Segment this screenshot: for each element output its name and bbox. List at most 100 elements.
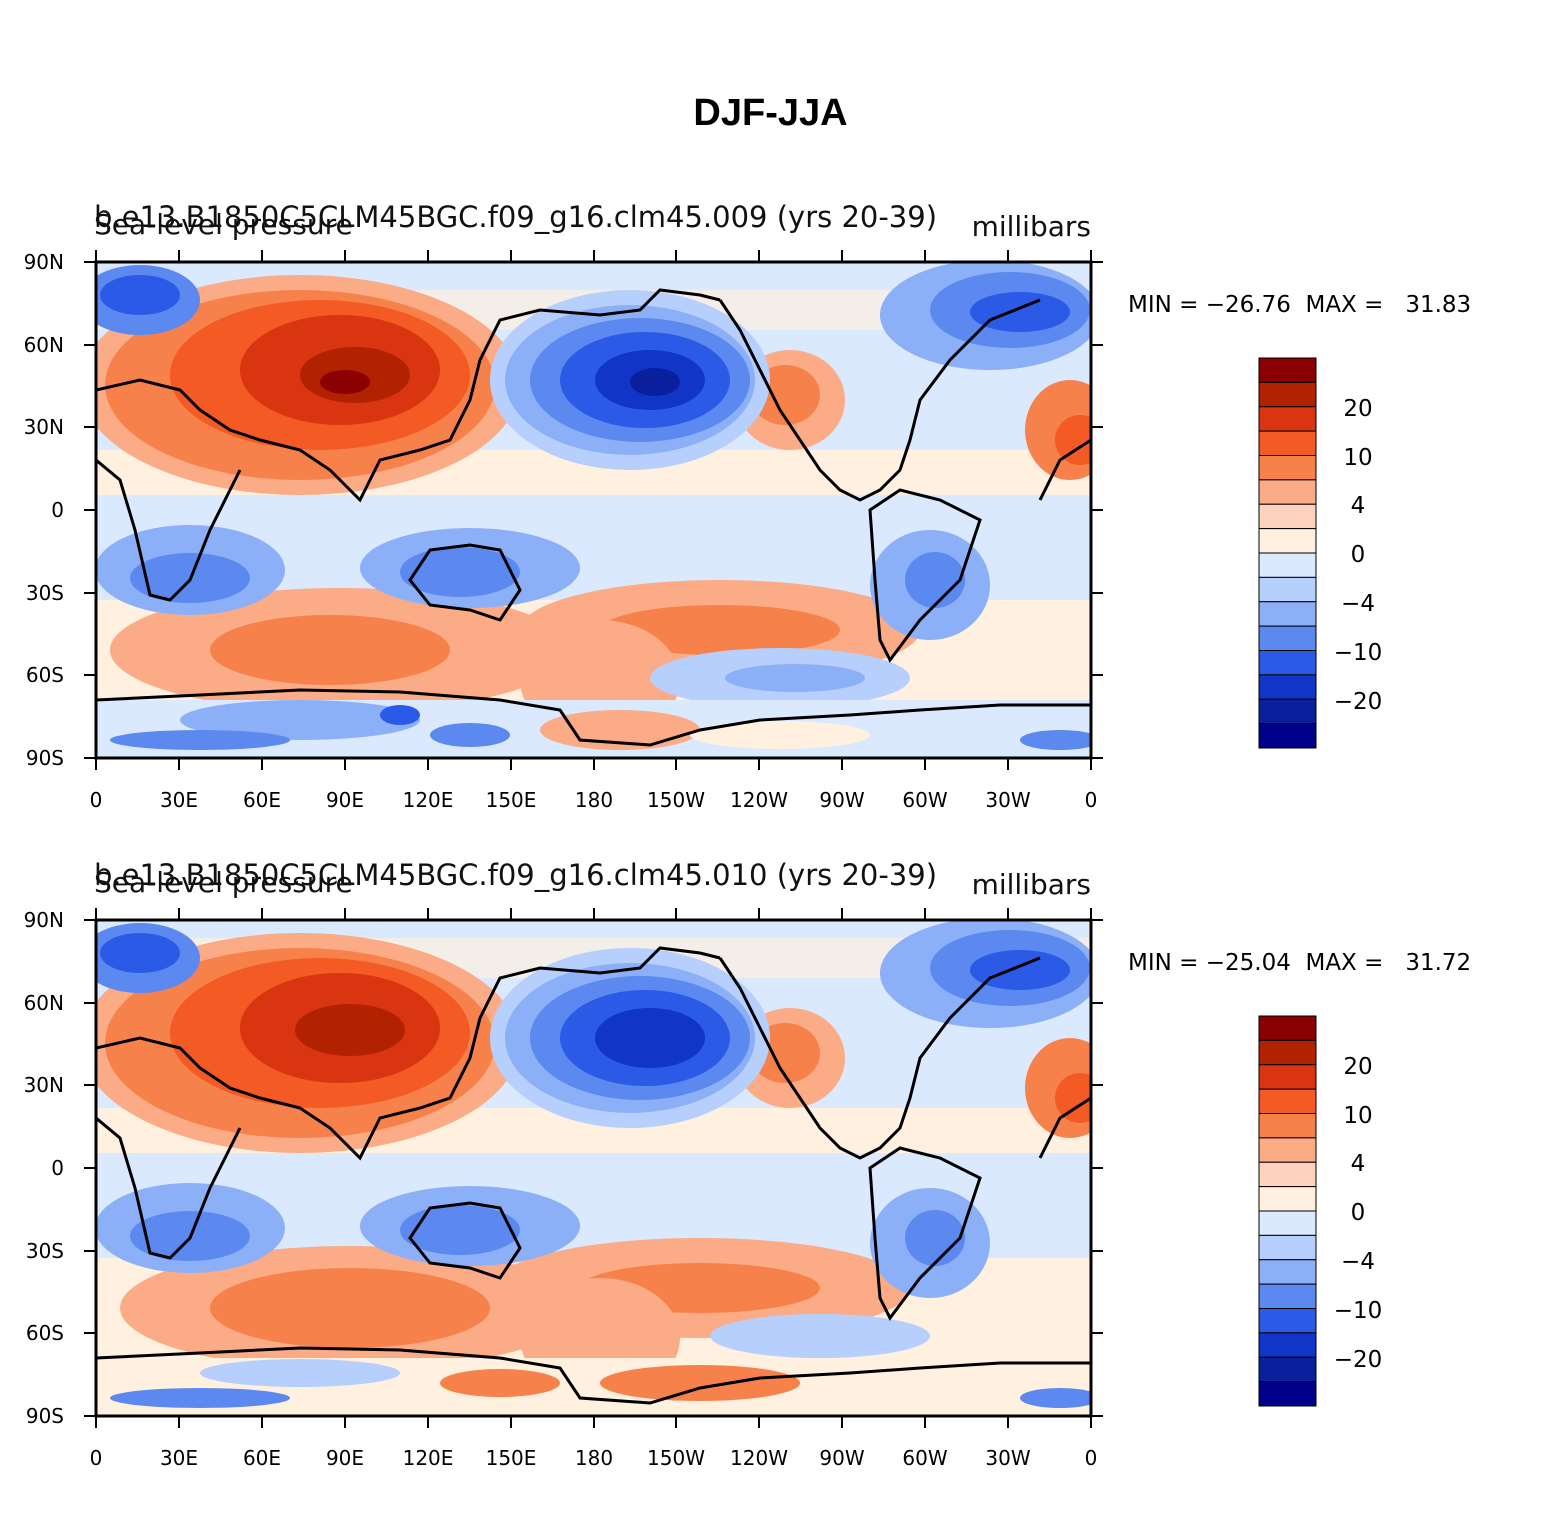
lat-label: 60N — [24, 333, 64, 357]
lon-label: 150E — [486, 1446, 537, 1470]
colorbar-swatch — [1258, 1088, 1317, 1114]
lon-label: 60W — [902, 788, 947, 812]
lon-label: 60E — [243, 788, 281, 812]
map-panel-2: b.e13.B1850C5CLM45BGC.f09_g16.clm45.010 … — [0, 858, 1541, 1498]
lon-label: 90W — [819, 1446, 864, 1470]
variable-label: Sea-level pressure — [94, 208, 353, 241]
colorbar-swatch — [1258, 1210, 1317, 1236]
colorbar-swatch — [1258, 1186, 1317, 1212]
colorbar-swatch — [1258, 650, 1317, 676]
colorbar — [1258, 1015, 1317, 1407]
colorbar-label: 0 — [1351, 542, 1366, 568]
lon-label: 150E — [486, 788, 537, 812]
colorbar-swatch — [1258, 357, 1317, 383]
lat-label: 90N — [24, 908, 64, 932]
colorbar-swatch — [1258, 1356, 1317, 1383]
lon-label: 30W — [985, 788, 1030, 812]
lon-label: 60W — [902, 1446, 947, 1470]
lat-label: 30S — [26, 1239, 64, 1263]
colorbar-swatch — [1258, 601, 1317, 627]
units-label: millibars — [971, 210, 1091, 243]
colorbar-swatch — [1258, 1332, 1317, 1358]
colorbar-swatch — [1258, 406, 1317, 432]
colorbar-swatch — [1258, 1137, 1317, 1163]
colorbar — [1258, 357, 1317, 749]
lon-label: 120W — [730, 1446, 788, 1470]
colorbar-swatch — [1258, 1015, 1317, 1041]
figure-title: DJF-JJA — [693, 92, 848, 134]
contour-field — [96, 920, 1091, 1416]
lon-label: 120W — [730, 788, 788, 812]
colorbar-swatch — [1258, 381, 1317, 408]
colorbar-swatch — [1258, 1283, 1317, 1309]
lon-label: 60E — [243, 1446, 281, 1470]
coastlines — [96, 946, 1091, 1405]
lon-label: 30E — [160, 1446, 198, 1470]
colorbar-swatch — [1258, 552, 1317, 578]
min-max-label: MIN = −26.76 MAX = 31.83 — [1128, 292, 1471, 318]
lon-label: 150W — [647, 1446, 705, 1470]
colorbar-swatch — [1258, 576, 1317, 603]
map-panel-1: b.e13.B1850C5CLM45BGC.f09_g16.clm45.009 … — [0, 200, 1541, 840]
min-label: MIN = −25.04 — [1128, 950, 1291, 976]
lat-label: 90S — [26, 746, 64, 770]
map-plot: 90N 60N 30N 0 30S 60S 90S 0 30E 60E 90E … — [24, 250, 1383, 812]
colorbar-swatch — [1258, 1308, 1317, 1334]
lon-label: 0 — [1085, 1446, 1098, 1470]
min-label: MIN = −26.76 — [1128, 292, 1291, 318]
colorbar-label: −20 — [1334, 689, 1383, 715]
lon-label: 120E — [403, 788, 454, 812]
lon-label: 180 — [575, 1446, 613, 1470]
colorbar-label: 4 — [1351, 493, 1366, 519]
tick-marks — [84, 250, 1103, 770]
colorbar-swatch — [1258, 1064, 1317, 1090]
lon-label: 0 — [90, 1446, 103, 1470]
lat-label: 30N — [24, 1073, 64, 1097]
lat-label: 30S — [26, 581, 64, 605]
colorbar-swatch — [1258, 1234, 1317, 1261]
lon-label: 0 — [90, 788, 103, 812]
lat-label: 30N — [24, 415, 64, 439]
colorbar-label: 10 — [1343, 1103, 1372, 1129]
lon-label: 150W — [647, 788, 705, 812]
contour-field — [96, 262, 1091, 758]
lat-label: 90S — [26, 1404, 64, 1428]
colorbar-label: 20 — [1343, 396, 1372, 422]
lat-label: 0 — [51, 1156, 64, 1180]
lon-label: 120E — [403, 1446, 454, 1470]
colorbar-swatch — [1258, 698, 1317, 725]
colorbar-swatch — [1258, 1161, 1317, 1188]
min-max-label: MIN = −25.04 MAX = 31.72 — [1128, 950, 1471, 976]
lat-label: 60S — [26, 663, 64, 687]
colorbar-swatch — [1258, 1039, 1317, 1066]
colorbar-label: 4 — [1351, 1151, 1366, 1177]
colorbar-swatch — [1258, 1113, 1317, 1139]
lat-label: 60S — [26, 1321, 64, 1345]
colorbar-swatch — [1258, 430, 1317, 456]
colorbar-swatch — [1258, 503, 1317, 530]
coastlines — [96, 288, 1091, 747]
colorbar-swatch — [1258, 674, 1317, 700]
case-label: b.e13.B1850C5CLM45BGC.f09_g16.clm45.010 … — [94, 858, 938, 892]
map-plot: 90N 60N 30N 0 30S 60S 90S 0 30E 60E 90E … — [24, 908, 1383, 1470]
colorbar-swatch — [1258, 479, 1317, 505]
colorbar-swatch — [1258, 1381, 1317, 1407]
lon-label: 180 — [575, 788, 613, 812]
lat-label: 0 — [51, 498, 64, 522]
units-label: millibars — [971, 868, 1091, 901]
lon-label: 90E — [326, 1446, 364, 1470]
colorbar-label: −4 — [1341, 591, 1375, 617]
lat-label: 90N — [24, 250, 64, 274]
lon-label: 0 — [1085, 788, 1098, 812]
colorbar-label: −10 — [1334, 640, 1383, 666]
colorbar-swatch — [1258, 723, 1317, 749]
case-label: b.e13.B1850C5CLM45BGC.f09_g16.clm45.009 … — [94, 200, 938, 234]
colorbar-label: −10 — [1334, 1298, 1383, 1324]
max-label: MAX = 31.83 — [1305, 292, 1472, 318]
colorbar-swatch — [1258, 528, 1317, 554]
lon-label: 30W — [985, 1446, 1030, 1470]
lon-label: 30E — [160, 788, 198, 812]
lon-label: 90W — [819, 788, 864, 812]
colorbar-label: −4 — [1341, 1249, 1375, 1275]
colorbar-label: −20 — [1334, 1347, 1383, 1373]
